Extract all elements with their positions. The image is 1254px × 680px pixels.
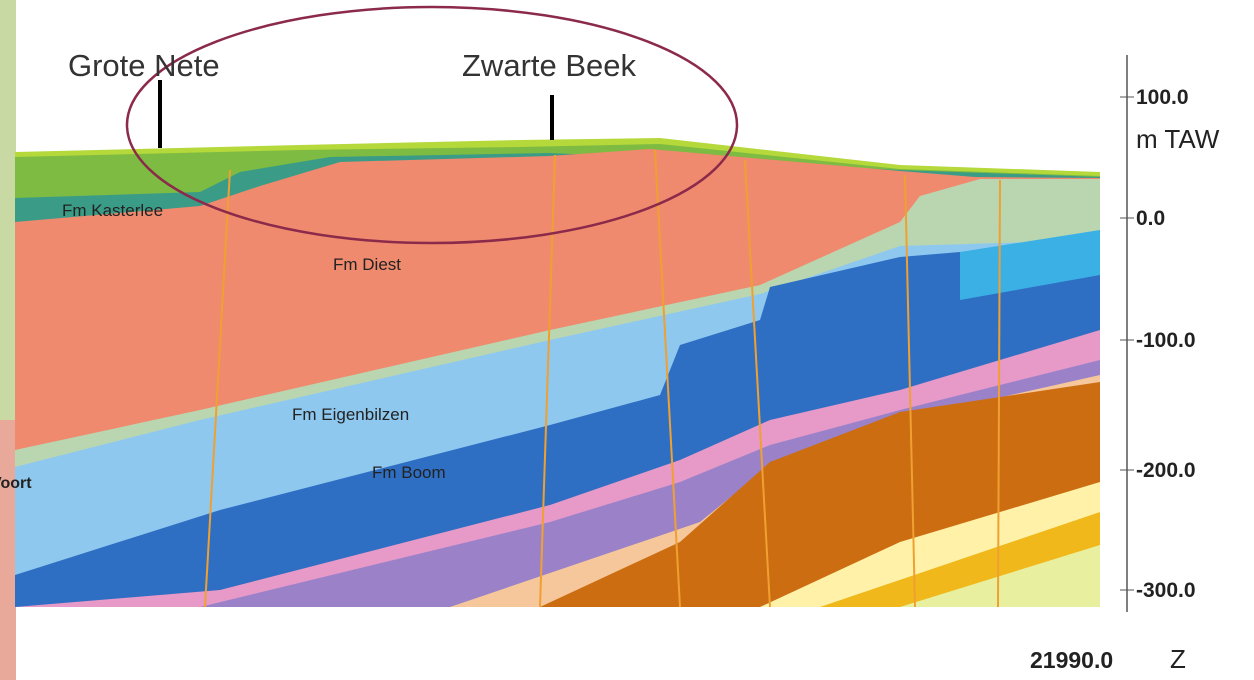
river-label: Zwarte Beek (462, 48, 637, 83)
formation-label: Fm Eigenbilzen (292, 405, 409, 424)
formation-label: Fm Boom (372, 463, 446, 482)
formation-label: Fm Kasterlee (62, 201, 163, 220)
faults (204, 149, 1001, 608)
river-label: Grote Nete (68, 48, 220, 83)
formation-label: Fm Diest (333, 255, 401, 274)
map-strip-lower (0, 420, 16, 680)
layers (15, 138, 1100, 607)
place-label: Voort (0, 475, 32, 492)
direction-label: Z (1170, 644, 1186, 674)
tick-label: -100.0 (1136, 329, 1196, 352)
tick-label: -200.0 (1136, 459, 1196, 482)
axis-unit: m TAW (1136, 124, 1220, 154)
tick-label: 0.0 (1136, 207, 1165, 230)
distance-label: 21990.0 (1030, 647, 1113, 673)
depth-axis: 100.0 m TAW 0.0 -100.0 -200.0 -300.0 (1120, 55, 1220, 612)
tick-label: 100.0 (1136, 86, 1189, 109)
tick-label: -300.0 (1136, 579, 1196, 602)
highlight-ellipse (125, 5, 739, 245)
